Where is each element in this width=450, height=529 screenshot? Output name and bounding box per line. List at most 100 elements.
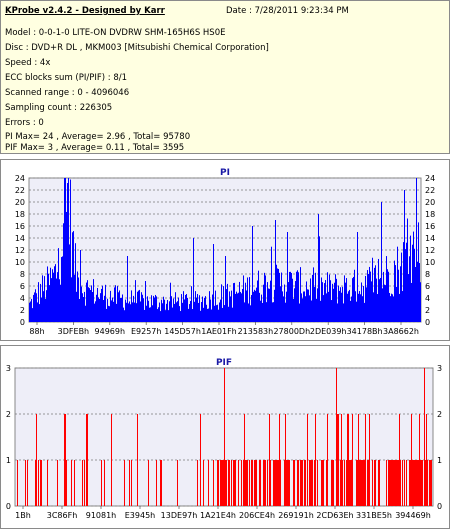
data-bar bbox=[341, 292, 342, 322]
data-bar bbox=[333, 288, 334, 322]
data-bar bbox=[393, 460, 394, 506]
y-tick-label-right: 2 bbox=[437, 410, 442, 419]
data-bar bbox=[95, 301, 96, 322]
x-tick-label: 145D57h bbox=[164, 327, 201, 336]
x-tick-label: 3A8662h bbox=[383, 327, 419, 336]
x-tick-label: 394469h bbox=[395, 511, 431, 520]
data-bar bbox=[139, 289, 140, 322]
data-bar bbox=[208, 460, 209, 506]
data-bar bbox=[307, 414, 308, 506]
data-bar bbox=[109, 306, 110, 322]
data-bar bbox=[207, 308, 208, 322]
data-bar bbox=[217, 460, 218, 506]
data-bar bbox=[118, 292, 119, 322]
data-bar bbox=[415, 460, 416, 506]
data-bar bbox=[413, 460, 414, 506]
data-bar bbox=[40, 460, 41, 506]
data-bar bbox=[184, 299, 185, 322]
data-bar bbox=[274, 289, 275, 322]
data-bar bbox=[144, 309, 145, 322]
data-bar bbox=[214, 305, 215, 322]
data-bar bbox=[386, 256, 387, 322]
data-bar bbox=[357, 460, 358, 506]
data-bar bbox=[205, 296, 206, 322]
data-bar bbox=[293, 460, 294, 506]
data-bar bbox=[70, 179, 71, 322]
data-bar bbox=[372, 460, 373, 506]
data-bar bbox=[385, 285, 386, 322]
data-bar bbox=[238, 460, 239, 506]
x-tick-label: 94969h bbox=[95, 327, 126, 336]
data-bar bbox=[262, 303, 263, 322]
data-bar bbox=[54, 266, 55, 322]
data-bar bbox=[57, 272, 58, 322]
data-bar bbox=[358, 293, 359, 322]
data-bar bbox=[421, 460, 422, 506]
data-bar bbox=[281, 272, 282, 322]
data-bar bbox=[80, 250, 81, 322]
x-tick-label: 34178Bh bbox=[347, 327, 383, 336]
data-bar bbox=[147, 296, 148, 322]
data-bar bbox=[285, 414, 286, 506]
data-bar bbox=[82, 293, 83, 322]
x-tick-label: 91081h bbox=[86, 511, 117, 520]
data-bar bbox=[379, 279, 380, 322]
data-bar bbox=[344, 460, 345, 506]
data-bar bbox=[213, 460, 214, 506]
data-bar bbox=[59, 279, 60, 322]
data-bar bbox=[409, 460, 410, 506]
data-bar bbox=[255, 290, 256, 322]
x-tick-label: 2CD63Eh bbox=[316, 511, 353, 520]
data-bar bbox=[391, 460, 392, 506]
data-bar bbox=[113, 301, 114, 322]
data-bar bbox=[85, 305, 86, 322]
x-tick-label: 213583h bbox=[238, 327, 274, 336]
data-bar bbox=[132, 302, 133, 322]
data-bar bbox=[275, 460, 276, 506]
data-bar bbox=[33, 294, 34, 322]
data-bar bbox=[338, 414, 339, 506]
data-bar bbox=[106, 308, 107, 322]
data-bar bbox=[233, 283, 234, 322]
data-bar bbox=[35, 289, 36, 322]
data-bar bbox=[226, 289, 227, 322]
data-bar bbox=[62, 256, 63, 322]
data-bar bbox=[302, 298, 303, 322]
data-bar bbox=[243, 460, 244, 506]
data-bar bbox=[340, 287, 341, 322]
data-bar bbox=[244, 414, 245, 506]
data-bar bbox=[98, 297, 99, 322]
data-bar bbox=[103, 299, 104, 322]
data-bar bbox=[235, 293, 236, 322]
data-bar bbox=[375, 460, 376, 506]
data-bar bbox=[148, 300, 149, 322]
data-bar bbox=[400, 266, 401, 322]
data-bar bbox=[363, 460, 364, 506]
data-bar bbox=[243, 275, 244, 322]
data-bar bbox=[221, 284, 222, 322]
y-tick-label-right: 16 bbox=[425, 222, 435, 231]
data-bar bbox=[342, 460, 343, 506]
data-bar bbox=[187, 297, 188, 322]
y-tick-label-right: 0 bbox=[437, 502, 442, 511]
data-bar bbox=[171, 296, 172, 322]
y-tick-label-left: 14 bbox=[15, 234, 25, 243]
data-bar bbox=[36, 414, 37, 506]
x-tick-label: 269191h bbox=[278, 511, 314, 520]
data-bar bbox=[172, 307, 173, 322]
data-bar bbox=[46, 290, 47, 322]
x-tick-label: 1A21E4h bbox=[200, 511, 236, 520]
data-bar bbox=[254, 460, 255, 506]
data-bar bbox=[191, 286, 192, 322]
data-bar bbox=[233, 460, 234, 506]
data-bar bbox=[322, 282, 323, 322]
data-bar bbox=[422, 460, 423, 506]
data-bar bbox=[212, 294, 213, 322]
data-bar bbox=[179, 306, 180, 322]
data-bar bbox=[246, 460, 247, 506]
chart-title: PIF bbox=[216, 358, 232, 368]
data-bar bbox=[354, 269, 355, 322]
data-bar bbox=[377, 294, 378, 322]
x-tick-label: 27800Dh bbox=[273, 327, 310, 336]
data-bar bbox=[196, 297, 197, 322]
